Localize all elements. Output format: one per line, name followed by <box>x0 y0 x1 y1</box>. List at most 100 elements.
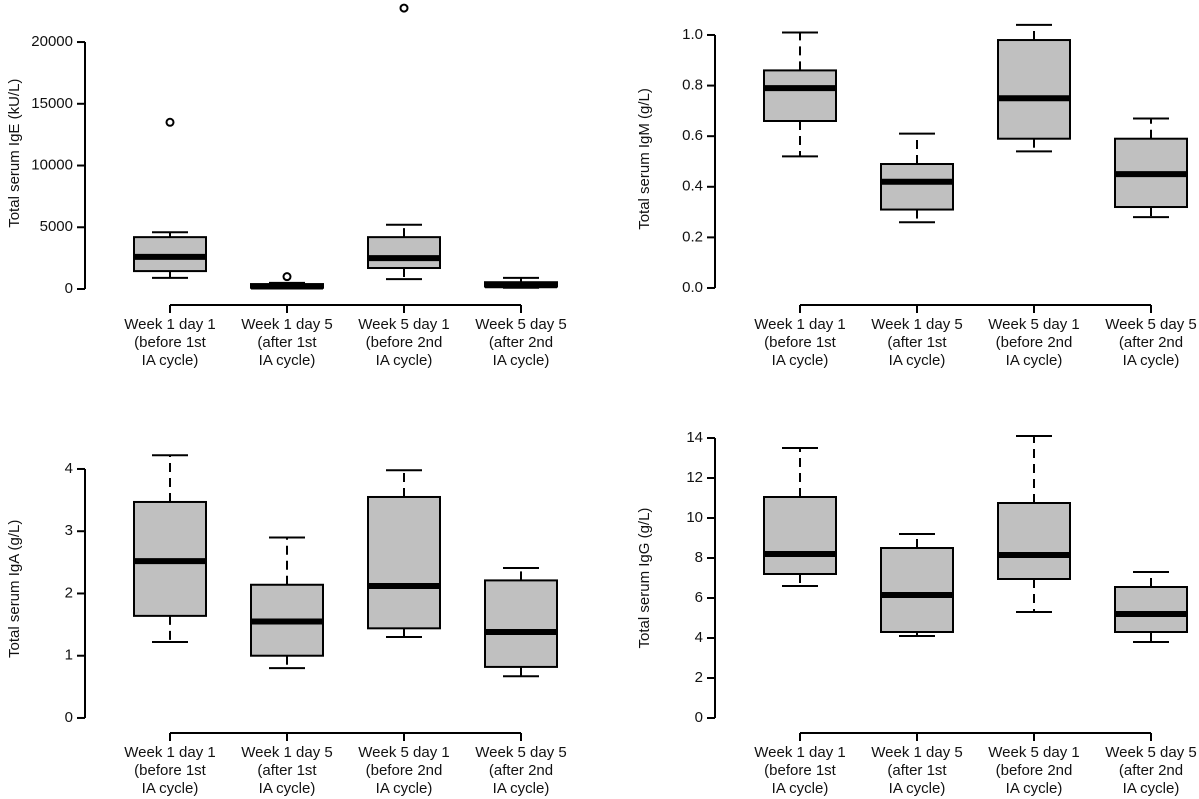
y-tick-label: 12 <box>686 469 703 486</box>
x-tick-label: (after 2nd <box>489 334 553 351</box>
x-tick-label: IA cycle) <box>376 780 433 797</box>
box <box>880 533 954 637</box>
y-axis-label: Total serum IgM (g/L) <box>636 88 653 230</box>
x-tick-label: Week 5 day 5 <box>475 316 566 333</box>
x-tick-label: IA cycle) <box>889 780 946 797</box>
x-tick-label: (after 1st <box>887 762 947 779</box>
x-tick-label: IA cycle) <box>142 780 199 797</box>
y-axis-label: Total serum IgE (kU/L) <box>6 79 23 228</box>
y-tick-label: 0.2 <box>682 228 703 245</box>
x-tick-label: (after 2nd <box>489 762 553 779</box>
y-tick-label: 0.0 <box>682 279 703 296</box>
box <box>763 447 837 587</box>
box-body <box>997 39 1071 140</box>
box-body <box>763 496 837 575</box>
x-tick-label: Week 1 day 1 <box>124 744 215 761</box>
y-tick-label: 20000 <box>31 33 73 50</box>
x-tick-label: (before 1st <box>134 762 207 779</box>
box <box>133 454 207 644</box>
x-tick-label: (before 2nd <box>996 762 1073 779</box>
y-axis-label: Total serum IgG (g/L) <box>636 508 653 649</box>
box-body <box>367 495 441 630</box>
x-tick-label: (before 2nd <box>366 334 443 351</box>
x-tick-label: IA cycle) <box>259 352 316 369</box>
box <box>997 23 1071 153</box>
y-tick-label: 10 <box>686 509 703 526</box>
x-tick-label: IA cycle) <box>142 352 199 369</box>
x-tick-label: (after 2nd <box>1119 762 1183 779</box>
y-tick-label: 10000 <box>31 156 73 173</box>
x-tick-label: IA cycle) <box>1006 352 1063 369</box>
box <box>1114 117 1188 219</box>
x-tick-label: IA cycle) <box>376 352 433 369</box>
y-tick-label: 0.6 <box>682 127 703 144</box>
box-body <box>367 236 441 270</box>
x-tick-label: Week 1 day 1 <box>754 744 845 761</box>
y-tick-label: 2 <box>695 669 703 686</box>
outlier <box>399 3 409 13</box>
x-tick-label: (after 1st <box>887 334 947 351</box>
box <box>1114 571 1188 643</box>
outlier <box>282 272 292 282</box>
x-tick-label: (before 1st <box>764 334 837 351</box>
box-body <box>484 579 558 668</box>
y-tick-label: 1.0 <box>682 26 703 43</box>
x-tick-label: Week 1 day 5 <box>871 744 962 761</box>
y-tick-label: 6 <box>695 589 703 606</box>
x-tick-label: IA cycle) <box>772 780 829 797</box>
x-tick-label: Week 5 day 1 <box>988 316 1079 333</box>
x-tick-label: (before 2nd <box>996 334 1073 351</box>
x-tick-label: IA cycle) <box>259 780 316 797</box>
y-tick-label: 0 <box>695 709 703 726</box>
y-tick-label: 3 <box>65 522 73 539</box>
x-tick-label: Week 5 day 1 <box>358 316 449 333</box>
y-tick-label: 15000 <box>31 95 73 112</box>
box-body <box>997 502 1071 580</box>
x-tick-label: (after 2nd <box>1119 334 1183 351</box>
x-tick-label: Week 1 day 5 <box>241 744 332 761</box>
x-tick-label: Week 5 day 1 <box>988 744 1079 761</box>
x-tick-label: Week 5 day 1 <box>358 744 449 761</box>
box <box>997 435 1071 613</box>
x-tick-label: Week 1 day 1 <box>754 316 845 333</box>
x-tick-label: Week 5 day 5 <box>1105 744 1196 761</box>
x-tick-label: IA cycle) <box>1006 780 1063 797</box>
box-body <box>763 69 837 122</box>
x-tick-label: Week 1 day 5 <box>241 316 332 333</box>
box <box>367 469 441 639</box>
y-tick-label: 1 <box>65 647 73 664</box>
y-tick-label: 0.4 <box>682 178 703 195</box>
outlier <box>165 117 175 127</box>
box-body <box>880 163 954 211</box>
x-tick-label: IA cycle) <box>493 352 550 369</box>
x-tick-label: (before 1st <box>134 334 207 351</box>
y-tick-label: 8 <box>695 549 703 566</box>
y-tick-label: 14 <box>686 429 703 446</box>
x-tick-label: Week 5 day 5 <box>475 744 566 761</box>
box <box>763 31 837 158</box>
box <box>250 272 324 290</box>
y-axis-label: Total serum IgA (g/L) <box>6 520 23 658</box>
x-tick-label: (before 2nd <box>366 762 443 779</box>
box <box>367 3 441 281</box>
x-tick-label: (after 1st <box>257 334 317 351</box>
y-tick-label: 0.8 <box>682 77 703 94</box>
x-tick-label: (after 1st <box>257 762 317 779</box>
y-tick-label: 4 <box>695 629 703 646</box>
x-tick-label: Week 5 day 5 <box>1105 316 1196 333</box>
y-tick-label: 4 <box>65 460 73 477</box>
y-tick-label: 5000 <box>40 218 73 235</box>
x-tick-label: IA cycle) <box>772 352 829 369</box>
x-tick-label: (before 1st <box>764 762 837 779</box>
x-tick-label: IA cycle) <box>1123 780 1180 797</box>
x-tick-label: IA cycle) <box>1123 352 1180 369</box>
x-tick-label: IA cycle) <box>889 352 946 369</box>
box-body <box>1114 586 1188 633</box>
x-tick-label: Week 1 day 1 <box>124 316 215 333</box>
y-tick-label: 0 <box>65 280 73 297</box>
y-tick-label: 2 <box>65 584 73 601</box>
y-tick-label: 0 <box>65 709 73 726</box>
x-tick-label: IA cycle) <box>493 780 550 797</box>
box <box>250 536 324 670</box>
